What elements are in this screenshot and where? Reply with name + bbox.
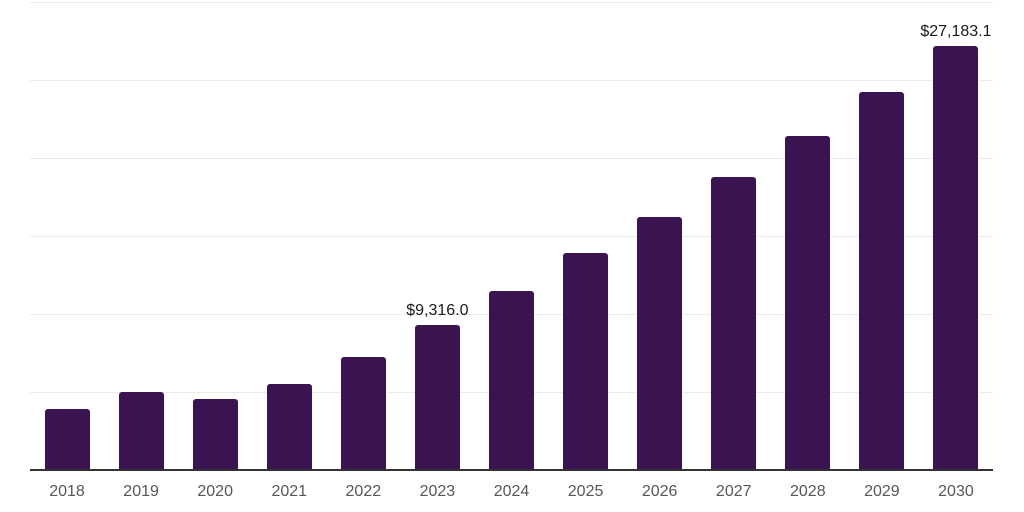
column-2025	[549, 2, 623, 470]
x-axis-line	[30, 469, 993, 471]
bar-2024	[488, 290, 534, 470]
gridline-25000	[30, 79, 993, 81]
x-label-2025: 2025	[567, 483, 604, 500]
gridline-30000	[30, 2, 993, 3]
x-label-2019: 2019	[123, 483, 159, 500]
value-label-2030: $27,183.1	[920, 22, 992, 40]
bar-2025	[563, 253, 609, 470]
bar-2029	[859, 92, 905, 470]
x-label-2023: 2023	[419, 483, 456, 500]
column-2022	[326, 2, 400, 470]
column-2018	[30, 2, 104, 470]
x-label-2027: 2027	[715, 483, 752, 500]
column-2019	[104, 2, 178, 470]
column-2029	[845, 2, 919, 470]
column-2028	[771, 2, 845, 470]
bar-2019	[118, 392, 164, 470]
bar-2020	[192, 398, 238, 470]
value-label-2023: $9,316.0	[406, 301, 469, 319]
bar-2023	[414, 324, 460, 470]
column-2024	[474, 2, 548, 470]
bar-2026	[637, 216, 683, 470]
bar-2021	[266, 383, 312, 470]
x-label-2028: 2028	[790, 483, 826, 500]
x-label-2029: 2029	[864, 483, 900, 500]
x-label-2018: 2018	[49, 483, 85, 500]
bar-2030	[933, 45, 979, 470]
x-axis-labels: 2018 2019 2020 2021 2022 2023 2024 2025 2026 2027…	[30, 483, 993, 503]
column-2020	[178, 2, 252, 470]
bar-2028	[785, 136, 831, 470]
column-2030: $27,183.1	[919, 2, 993, 470]
bar-2022	[340, 356, 386, 470]
x-label-2024: 2024	[493, 483, 530, 500]
x-label-2022: 2022	[345, 483, 382, 500]
bar-2027	[711, 177, 757, 470]
gridline-20000	[30, 157, 993, 159]
plot-area: $9,316.0 $27,183.1	[30, 2, 993, 470]
gridline-15000	[30, 236, 993, 237]
column-2023: $9,316.0	[400, 2, 474, 470]
column-2026	[623, 2, 697, 470]
bar-2018	[44, 409, 90, 470]
column-2027	[697, 2, 771, 470]
x-label-2026: 2026	[641, 483, 678, 500]
x-label-2020: 2020	[197, 483, 233, 500]
x-label-2021: 2021	[271, 483, 308, 500]
x-label-2030: 2030	[938, 483, 974, 500]
column-2021	[252, 2, 326, 470]
